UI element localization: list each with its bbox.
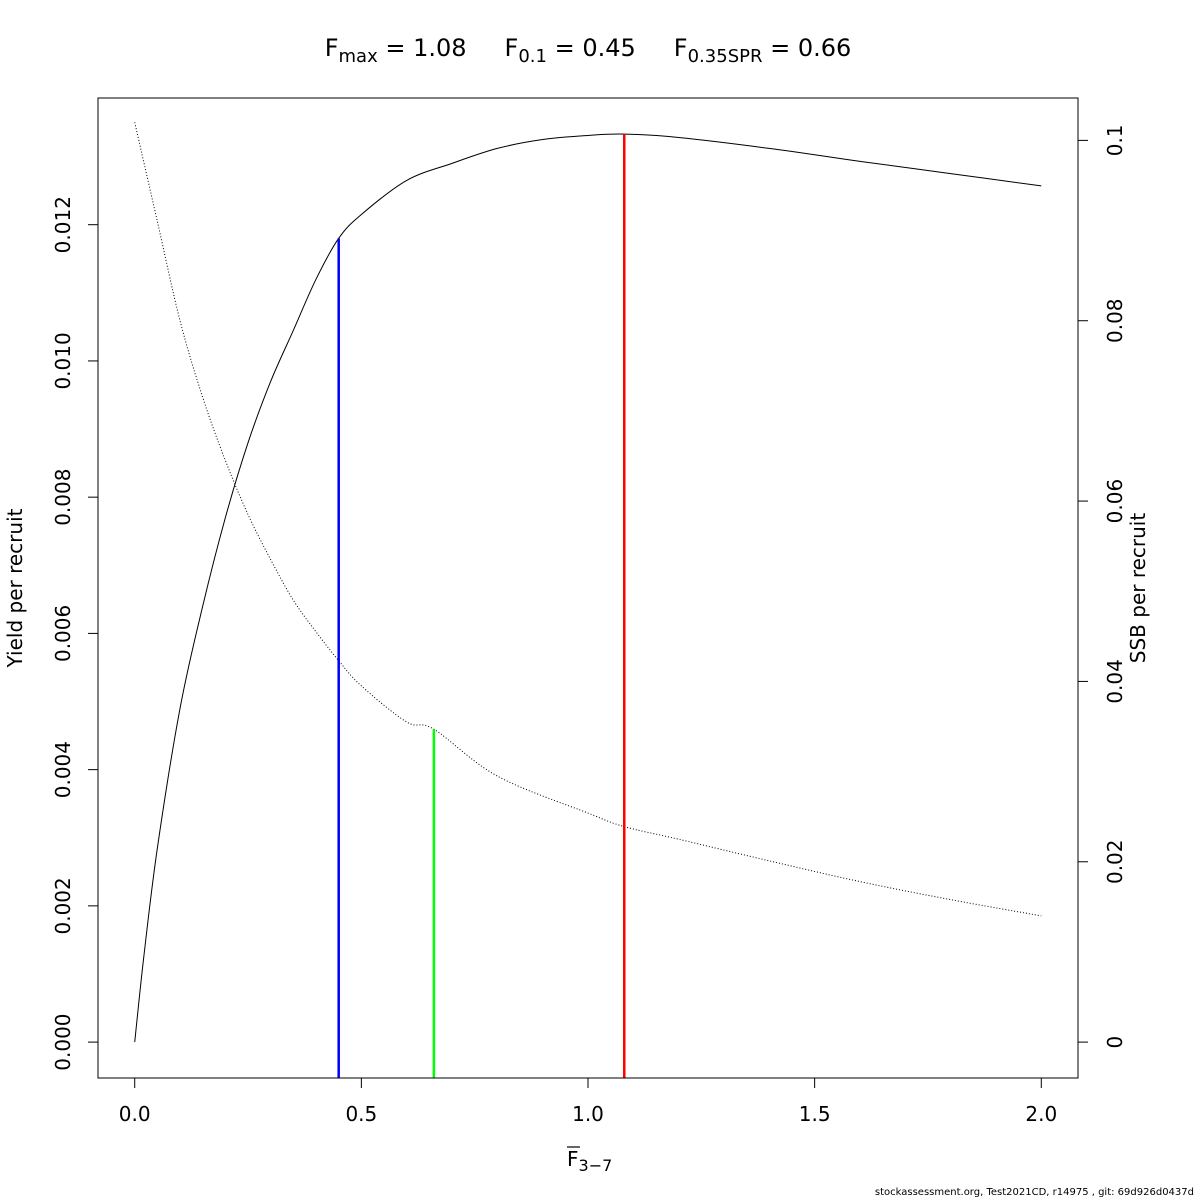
yield-per-recruit-line <box>134 133 1042 1043</box>
y-left-tick-label: 0.006 <box>51 605 75 662</box>
title-part-value: = 1.08 <box>378 34 467 62</box>
y-axis-right-label: SSB per recruit <box>1126 513 1150 664</box>
y-axis-right: 0 0.02 0.04 0.06 0.08 0.1 <box>1077 124 1127 1049</box>
chart-title: Fmax = 1.08 F0.1 = 0.45 F0.35SPR = 0.66 <box>325 34 852 67</box>
title-part-sub: 0.35SPR <box>688 46 763 67</box>
y-left-tick-label: 0.010 <box>51 332 75 389</box>
title-part-value: = 0.66 <box>762 34 851 62</box>
x-tick-label: 1.0 <box>572 1102 604 1126</box>
x-axis-label-main: F <box>567 1147 579 1171</box>
x-tick-label: 0.5 <box>345 1102 377 1126</box>
title-part-sub: 0.1 <box>518 46 547 67</box>
y-right-tick-label: 0.08 <box>1103 298 1127 343</box>
title-part-main: F <box>325 34 339 62</box>
x-axis-label-sub: 3−7 <box>579 1156 613 1175</box>
series-lines <box>134 122 1042 1043</box>
y-right-tick-label: 0 <box>1103 1036 1127 1049</box>
footer-text: stockassessment.org, Test2021CD, r14975 … <box>874 1187 1194 1198</box>
x-tick-label: 0.0 <box>119 1102 151 1126</box>
title-part-sub: max <box>339 46 379 67</box>
x-axis-label-text: F3−7 <box>567 1147 612 1175</box>
title-text: Fmax = 1.08 F0.1 = 0.45 F0.35SPR = 0.66 <box>325 34 852 67</box>
y-axis-left-label: Yield per recruit <box>3 508 27 668</box>
x-axis: 0.0 0.5 1.0 1.5 2.0 <box>119 1077 1057 1126</box>
y-left-tick-label: 0.000 <box>51 1013 75 1070</box>
x-tick-label: 1.5 <box>799 1102 831 1126</box>
title-part-value: = 0.45 <box>547 34 636 62</box>
title-part-main: F <box>674 34 688 62</box>
y-left-tick-label: 0.012 <box>51 196 75 253</box>
y-left-tick-label: 0.008 <box>51 469 75 526</box>
y-left-tick-label: 0.004 <box>51 741 75 798</box>
y-right-tick-label: 0.04 <box>1103 659 1127 704</box>
y-right-tick-label: 0.06 <box>1103 479 1127 524</box>
x-tick-label: 2.0 <box>1025 1102 1057 1126</box>
y-right-tick-label: 0.1 <box>1103 124 1127 156</box>
y-right-tick-label: 0.02 <box>1103 840 1127 885</box>
y-left-tick-label: 0.002 <box>51 877 75 934</box>
y-axis-left: 0.000 0.002 0.004 0.006 0.008 0.010 0.012 <box>51 196 99 1071</box>
reference-lines <box>337 134 626 1078</box>
x-axis-label: F3−7 <box>567 1146 612 1175</box>
title-part-main: F <box>505 34 519 62</box>
ssb-per-recruit-line <box>134 122 1042 917</box>
